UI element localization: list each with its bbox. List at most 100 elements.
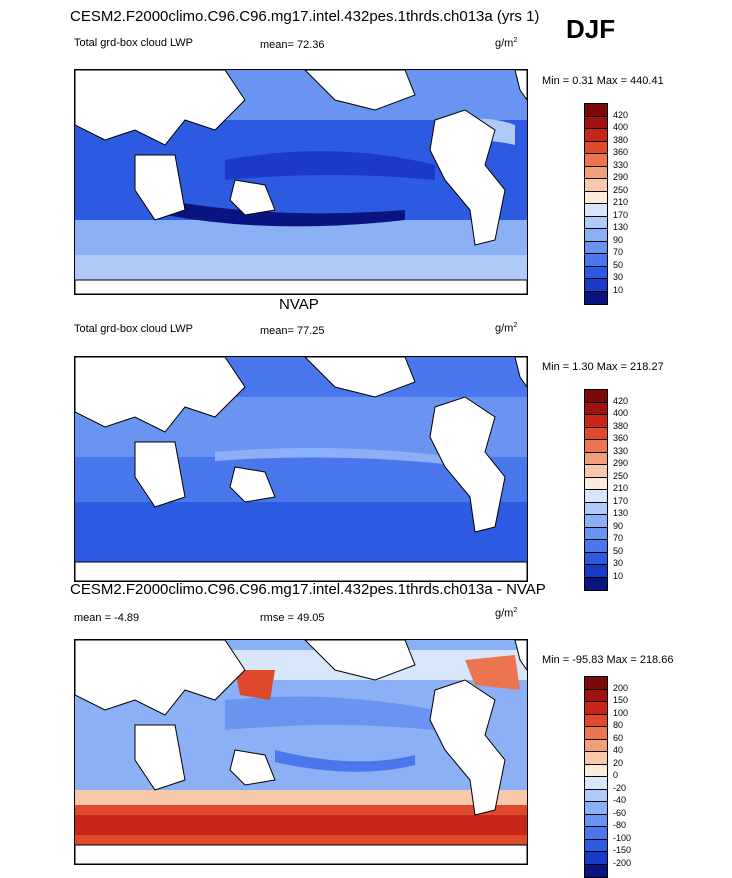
- colorbar-swatch: [585, 402, 607, 415]
- colorbar-tick-label: -100: [613, 832, 632, 843]
- colorbar-swatch: [585, 204, 607, 217]
- colorbar-tick-label: 50: [613, 259, 624, 270]
- colorbar-swatch: [585, 689, 607, 702]
- panel-2-units: g/m2: [495, 322, 518, 335]
- colorbar-tick-label: 200: [613, 682, 629, 693]
- colorbar-swatch: [585, 390, 607, 403]
- colorbar-tick-label: 40: [613, 745, 624, 755]
- colorbar-swatch: [585, 191, 607, 204]
- colorbar-tick-label: 100: [613, 707, 629, 718]
- colorbar-swatch: [585, 490, 607, 503]
- panel-1-variable-label: Total grd-box cloud LWP: [74, 37, 194, 49]
- colorbar-swatch: [585, 502, 607, 515]
- panel-2-minmax: Min = 1.30 Max = 218.27: [542, 361, 664, 373]
- panel-3-units: g/m2: [495, 607, 518, 620]
- colorbar-tick-label: 330: [613, 445, 629, 456]
- colorbar-tick-label: 360: [613, 433, 629, 443]
- colorbar-tick-label: 70: [613, 533, 624, 543]
- panel-3-rmse-label: rmse = 49.05: [260, 612, 325, 624]
- colorbar-tick-label: 30: [613, 272, 624, 282]
- colorbar-swatch: [585, 216, 607, 229]
- colorbar-tick-label: -200: [613, 857, 632, 868]
- colorbar-tick-label: 60: [613, 732, 624, 743]
- colorbar-tick-label: 400: [613, 122, 629, 132]
- colorbar-swatch: [585, 752, 607, 765]
- colorbar-swatch: [585, 229, 607, 242]
- panel-2-map-svg: [75, 357, 527, 581]
- colorbar-swatch: [585, 789, 607, 802]
- colorbar-swatch: [585, 827, 607, 840]
- panel-1-map-svg: [75, 70, 527, 294]
- colorbar-swatch: [585, 241, 607, 254]
- colorbar-tick-label: 380: [613, 134, 629, 145]
- panel-3-map-svg: [75, 640, 527, 864]
- colorbar-swatch: [585, 515, 607, 528]
- colorbar-swatch: [585, 727, 607, 740]
- colorbar-swatch: [585, 714, 607, 727]
- colorbar-swatch: [585, 852, 607, 865]
- colorbar-swatch: [585, 777, 607, 790]
- colorbar-swatch: [585, 179, 607, 192]
- colorbar-tick-label: 250: [613, 470, 629, 481]
- colorbar-tick-label: 90: [613, 234, 624, 245]
- colorbar-tick-label: 170: [613, 495, 629, 506]
- colorbar-tick-label: -60: [613, 807, 627, 818]
- panel-2-title: NVAP: [279, 296, 319, 313]
- colorbar-tick-label: -40: [613, 795, 627, 805]
- panel-2-variable-label: Total grd-box cloud LWP: [74, 323, 194, 335]
- colorbar-swatch: [585, 266, 607, 279]
- panel-3-colorbar: [584, 676, 608, 878]
- colorbar-tick-label: 290: [613, 172, 629, 182]
- colorbar-swatch: [585, 702, 607, 715]
- colorbar-swatch: [585, 129, 607, 142]
- colorbar-swatch: [585, 565, 607, 578]
- colorbar-tick-label: 80: [613, 720, 624, 730]
- colorbar-swatch: [585, 291, 607, 304]
- colorbar-swatch: [585, 814, 607, 827]
- colorbar-tick-label: 20: [613, 757, 624, 768]
- colorbar-swatch: [585, 465, 607, 478]
- colorbar-swatch: [585, 427, 607, 440]
- colorbar-tick-label: 130: [613, 222, 629, 232]
- colorbar-tick-label: 210: [613, 483, 629, 493]
- colorbar-tick-label: 170: [613, 209, 629, 220]
- panel-3-title: CESM2.F2000climo.C96.C96.mg17.intel.432p…: [70, 581, 546, 598]
- colorbar-tick-label: 330: [613, 159, 629, 170]
- panel-2-colorbar: [584, 389, 608, 591]
- colorbar-swatch: [585, 577, 607, 590]
- panel-3-mean-label: mean = -4.89: [74, 612, 140, 624]
- season-label: DJF: [566, 14, 616, 44]
- colorbar-swatch: [585, 254, 607, 267]
- colorbar-swatch: [585, 116, 607, 129]
- colorbar-tick-label: -80: [613, 820, 627, 830]
- colorbar-swatch: [585, 166, 607, 179]
- panel-1-mean-label: mean= 72.36: [260, 39, 325, 51]
- panel-1-colorbar: [584, 103, 608, 305]
- colorbar-tick-label: 360: [613, 147, 629, 157]
- panel-1-map: [74, 69, 528, 295]
- colorbar-swatch: [585, 527, 607, 540]
- colorbar-swatch: [585, 477, 607, 490]
- colorbar-tick-label: 290: [613, 458, 629, 468]
- colorbar-tick-label: 380: [613, 420, 629, 431]
- colorbar-swatch: [585, 839, 607, 852]
- colorbar-tick-label: 420: [613, 395, 629, 406]
- colorbar-swatch: [585, 864, 607, 877]
- colorbar-swatch: [585, 552, 607, 565]
- colorbar-swatch: [585, 677, 607, 690]
- colorbar-tick-label: 150: [613, 695, 629, 705]
- colorbar-tick-label: 10: [613, 570, 624, 581]
- colorbar-tick-label: -150: [613, 845, 632, 855]
- colorbar-tick-label: -20: [613, 782, 627, 793]
- colorbar-tick-label: 130: [613, 508, 629, 518]
- colorbar-swatch: [585, 440, 607, 453]
- panel-3-map: [74, 639, 528, 865]
- colorbar-swatch: [585, 764, 607, 777]
- colorbar-tick-label: 30: [613, 558, 624, 568]
- panel-1-title: CESM2.F2000climo.C96.C96.mg17.intel.432p…: [70, 8, 540, 25]
- colorbar-tick-label: 250: [613, 184, 629, 195]
- panel-1-units: g/m2: [495, 37, 518, 50]
- colorbar-swatch: [585, 802, 607, 815]
- colorbar-tick-label: 50: [613, 545, 624, 556]
- colorbar-tick-label: 10: [613, 284, 624, 295]
